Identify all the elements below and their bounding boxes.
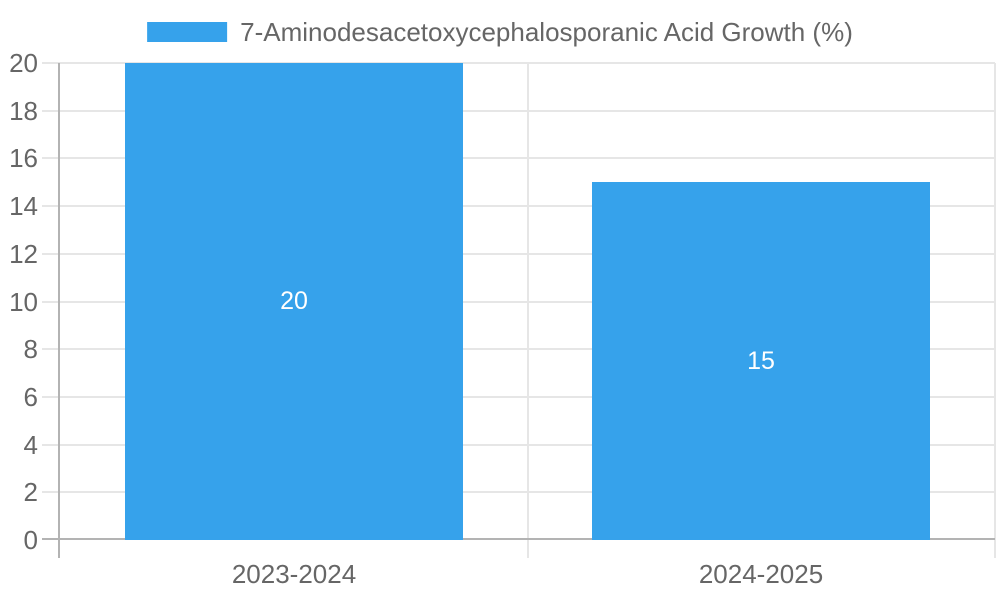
bar: 15 bbox=[592, 182, 930, 540]
category-boundary-line bbox=[526, 63, 529, 558]
y-tick-mark bbox=[42, 395, 60, 398]
y-tick-label: 2 bbox=[23, 477, 38, 508]
y-tick-mark bbox=[42, 252, 60, 255]
category-boundary-line bbox=[994, 63, 996, 558]
y-tick-label: 6 bbox=[23, 381, 38, 412]
y-tick-label: 16 bbox=[9, 143, 38, 174]
y-tick-label: 4 bbox=[23, 429, 38, 460]
y-tick-mark bbox=[42, 109, 60, 112]
y-tick-mark bbox=[42, 443, 60, 446]
y-tick-label: 0 bbox=[23, 525, 38, 555]
x-category-label: 2024-2025 bbox=[698, 559, 824, 589]
bar-value-label: 20 bbox=[280, 287, 308, 315]
y-tick-mark bbox=[42, 62, 60, 64]
y-tick-mark bbox=[42, 491, 60, 494]
x-category-label: 2023-2024 bbox=[231, 559, 357, 589]
y-tick-label: 18 bbox=[9, 95, 38, 126]
y-tick-mark bbox=[42, 300, 60, 303]
y-tick-label: 10 bbox=[9, 286, 38, 317]
x-axis-line bbox=[42, 538, 995, 540]
bar-value-label: 15 bbox=[747, 346, 775, 375]
bar: 20 bbox=[125, 63, 463, 540]
y-tick-mark bbox=[42, 348, 60, 351]
y-tick-label: 8 bbox=[23, 334, 38, 365]
chart-legend: 7-Aminodesacetoxycephalosporanic Acid Gr… bbox=[147, 18, 853, 46]
y-tick-label: 14 bbox=[9, 191, 38, 222]
y-axis-line bbox=[58, 63, 60, 558]
y-tick-label: 20 bbox=[9, 48, 38, 78]
y-tick-mark bbox=[42, 205, 60, 208]
legend-swatch bbox=[147, 22, 228, 42]
y-tick-label: 12 bbox=[9, 238, 38, 269]
legend-label: 7-Aminodesacetoxycephalosporanic Acid Gr… bbox=[240, 17, 853, 47]
y-tick-mark bbox=[42, 157, 60, 160]
